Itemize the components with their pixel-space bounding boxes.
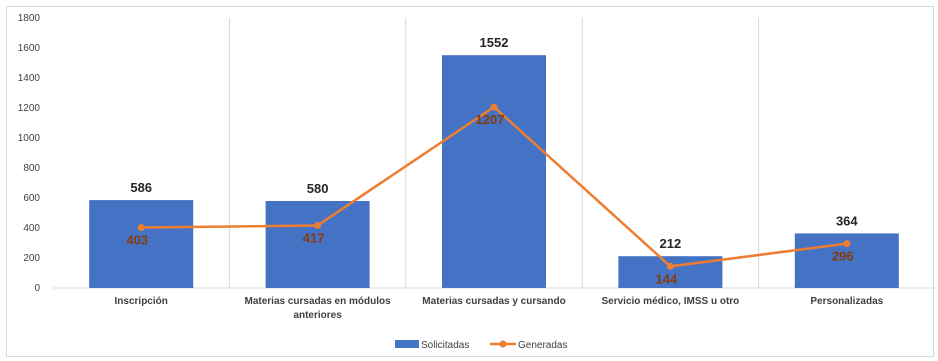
legend-label-solicitadas: Solicitadas — [421, 340, 469, 351]
line-data-label: 296 — [832, 249, 854, 264]
line-point-generadas — [666, 262, 674, 270]
legend-marker-generadas — [499, 340, 507, 348]
legend-swatch-solicitadas — [395, 340, 419, 348]
line-data-label: 417 — [303, 230, 325, 245]
y-tick-label: 400 — [23, 223, 40, 234]
y-tick-label: 1000 — [18, 133, 41, 144]
y-tick-label: 1600 — [18, 43, 41, 54]
line-point-generadas — [490, 103, 498, 111]
y-tick-label: 1400 — [18, 73, 41, 84]
bar-data-label: 580 — [307, 181, 329, 196]
bar-solicitadas — [265, 201, 370, 288]
legend-label-generadas: Generadas — [518, 340, 567, 351]
bar-data-label: 1552 — [480, 35, 509, 50]
line-point-generadas — [137, 224, 145, 232]
line-data-label: 1207 — [476, 112, 505, 127]
y-tick-label: 200 — [23, 253, 40, 264]
x-category-label: Servicio médico, IMSS u otro — [601, 296, 739, 307]
y-tick-label: 800 — [23, 163, 40, 174]
bar-data-label: 364 — [836, 213, 858, 228]
x-category-label: Inscripción — [115, 296, 168, 307]
y-tick-label: 0 — [34, 283, 40, 294]
line-point-generadas — [314, 221, 322, 229]
line-data-label: 144 — [656, 271, 678, 286]
bar-solicitadas — [442, 55, 546, 289]
x-category-label: Personalizadas — [810, 296, 883, 307]
y-tick-label: 1200 — [18, 103, 41, 114]
bar-solicitadas — [89, 200, 194, 288]
x-category-label: Materias cursadas y cursando — [422, 296, 565, 307]
bar-data-label: 586 — [130, 180, 152, 195]
line-point-generadas — [843, 240, 851, 248]
x-category-label: Materias cursadas en módulos — [245, 296, 392, 307]
bar-data-label: 212 — [660, 236, 682, 251]
line-data-label: 403 — [126, 233, 148, 248]
y-tick-label: 600 — [23, 193, 40, 204]
x-category-label: anteriores — [293, 310, 342, 321]
y-tick-label: 1800 — [18, 13, 41, 24]
